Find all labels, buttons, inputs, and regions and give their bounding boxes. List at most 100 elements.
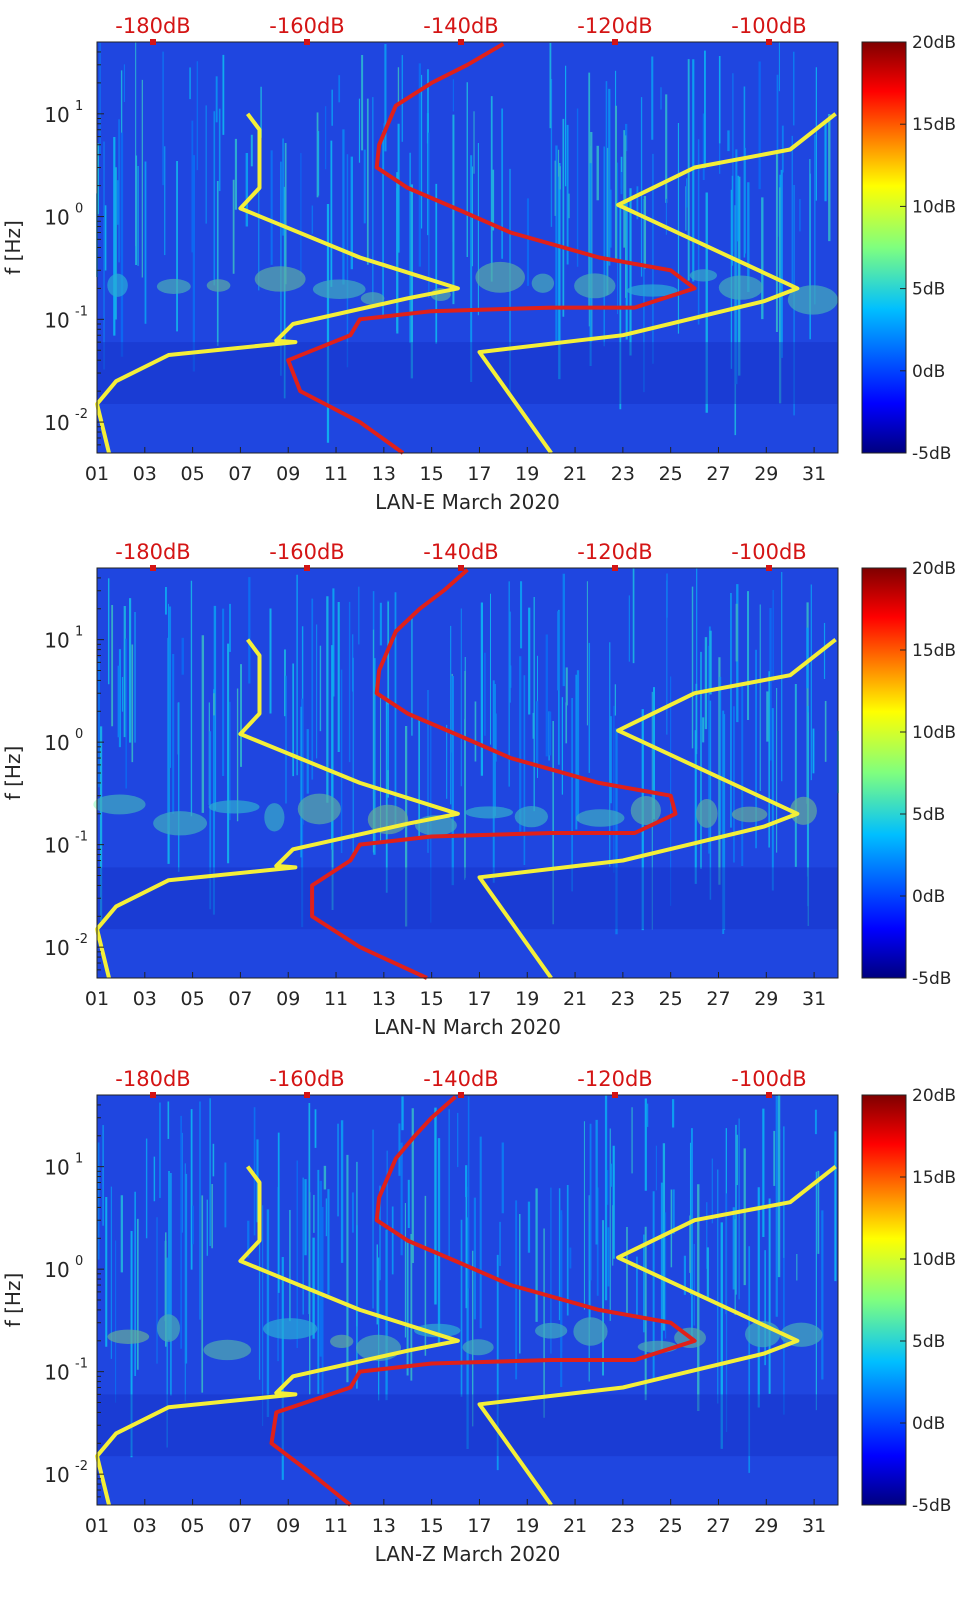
- x-tick-label: 19: [515, 463, 539, 485]
- spectrogram-lowband: [97, 867, 838, 930]
- spectrogram-blob: [514, 806, 549, 828]
- x-tick-label: 21: [563, 1515, 587, 1537]
- x-tick-label: 03: [133, 463, 157, 485]
- y-tick-exponent: -2: [75, 932, 88, 947]
- spectrogram-blob: [535, 1322, 568, 1339]
- spectrogram-blob: [107, 273, 128, 297]
- spectrogram-blob: [626, 284, 678, 297]
- x-tick-label: 27: [706, 988, 730, 1010]
- x-tick-label: 31: [802, 988, 826, 1010]
- colorbar: [861, 41, 907, 454]
- x-tick-label: 11: [324, 463, 348, 485]
- x-tick-label: 09: [276, 988, 300, 1010]
- top-axis-label: -100dB: [731, 540, 806, 564]
- top-axis-label: -180dB: [115, 14, 190, 38]
- x-tick-label: 01: [85, 1515, 109, 1537]
- top-tick-mark: [766, 39, 772, 45]
- y-tick-label: 10: [44, 206, 69, 230]
- x-tick-label: 11: [324, 988, 348, 1010]
- top-tick-mark: [150, 1092, 156, 1098]
- spectrogram-blob: [157, 1314, 180, 1342]
- y-tick-label: 10: [44, 936, 69, 960]
- spectrogram-blob: [156, 278, 191, 295]
- y-tick-exponent: -1: [75, 1357, 88, 1372]
- x-tick-label: 09: [276, 463, 300, 485]
- spectrogram-blob: [153, 811, 208, 836]
- top-axis-label: -160dB: [269, 14, 344, 38]
- x-tick-label: 11: [324, 1515, 348, 1537]
- x-tick-label: 25: [659, 463, 683, 485]
- y-tick-exponent: 0: [75, 727, 83, 742]
- x-tick-label: 07: [228, 1515, 252, 1537]
- top-axis-label: -160dB: [269, 1067, 344, 1091]
- x-tick-label: 29: [754, 988, 778, 1010]
- colorbar-label: 15dB: [912, 115, 956, 135]
- spectrogram-texture: [93, 568, 839, 935]
- x-tick-label: 15: [420, 1515, 444, 1537]
- spectrogram-blob: [573, 1317, 608, 1346]
- colorbar-label: 20dB: [912, 559, 956, 579]
- x-tick-label: 31: [802, 463, 826, 485]
- curve-median-psd: [269, 1095, 697, 1507]
- y-tick-label: 10: [44, 1463, 69, 1487]
- x-tick-label: 23: [611, 463, 635, 485]
- colorbar-label: 5dB: [912, 280, 945, 300]
- x-axis-label: LAN-E March 2020: [375, 490, 560, 514]
- top-axis-label: -140dB: [423, 1067, 498, 1091]
- colorbar-label: 20dB: [912, 33, 956, 53]
- top-tick-mark: [304, 39, 310, 45]
- top-tick-mark: [304, 1092, 310, 1098]
- y-tick-exponent: 1: [75, 99, 83, 114]
- x-tick-label: 27: [706, 463, 730, 485]
- x-tick-label: 25: [659, 1515, 683, 1537]
- colorbar-label: 15dB: [912, 641, 956, 661]
- x-tick-label: 07: [228, 463, 252, 485]
- y-tick-exponent: 0: [75, 202, 83, 217]
- spectrogram-blob: [264, 803, 285, 832]
- y-tick-exponent: 0: [75, 1254, 83, 1269]
- colorbar-label: -5dB: [912, 444, 951, 464]
- spectrogram-blob: [462, 1339, 494, 1356]
- x-tick-label: 29: [754, 463, 778, 485]
- x-tick-label: 07: [228, 988, 252, 1010]
- y-tick-label: 10: [44, 1258, 69, 1282]
- x-tick-label: 21: [563, 463, 587, 485]
- colorbar: [861, 1094, 907, 1506]
- top-tick-mark: [304, 565, 310, 571]
- top-tick-mark: [766, 1092, 772, 1098]
- curve-median-psd: [310, 568, 678, 980]
- x-tick-label: 13: [372, 1515, 396, 1537]
- colorbar-label: 0dB: [912, 362, 945, 382]
- top-tick-mark: [612, 39, 618, 45]
- x-tick-label: 09: [276, 1515, 300, 1537]
- curve-high-noise-model: [477, 1165, 837, 1507]
- x-tick-label: 23: [611, 1515, 635, 1537]
- x-tick-label: 15: [420, 463, 444, 485]
- y-tick-label: 10: [44, 629, 69, 653]
- spectrogram-lowband: [97, 342, 838, 404]
- y-tick-exponent: 1: [75, 625, 83, 640]
- x-tick-label: 31: [802, 1515, 826, 1537]
- colorbar: [861, 567, 907, 979]
- top-tick-mark: [458, 1092, 464, 1098]
- colorbar-label: -5dB: [912, 969, 951, 989]
- x-tick-label: 17: [467, 463, 491, 485]
- spectrogram-blob: [208, 800, 260, 814]
- x-tick-label: 13: [372, 463, 396, 485]
- top-axis-label: -140dB: [423, 540, 498, 564]
- x-tick-label: 03: [133, 1515, 157, 1537]
- x-tick-label: 15: [420, 988, 444, 1010]
- top-tick-mark: [612, 1092, 618, 1098]
- spectrogram-blob: [312, 279, 366, 299]
- spectrogram-blob: [465, 806, 514, 819]
- x-tick-label: 13: [372, 988, 396, 1010]
- x-axis-label: LAN-N March 2020: [374, 1015, 561, 1039]
- x-tick-label: 21: [563, 988, 587, 1010]
- x-tick-label: 03: [133, 988, 157, 1010]
- y-tick-label: 10: [44, 103, 69, 127]
- x-tick-label: 19: [515, 988, 539, 1010]
- top-axis-label: -160dB: [269, 540, 344, 564]
